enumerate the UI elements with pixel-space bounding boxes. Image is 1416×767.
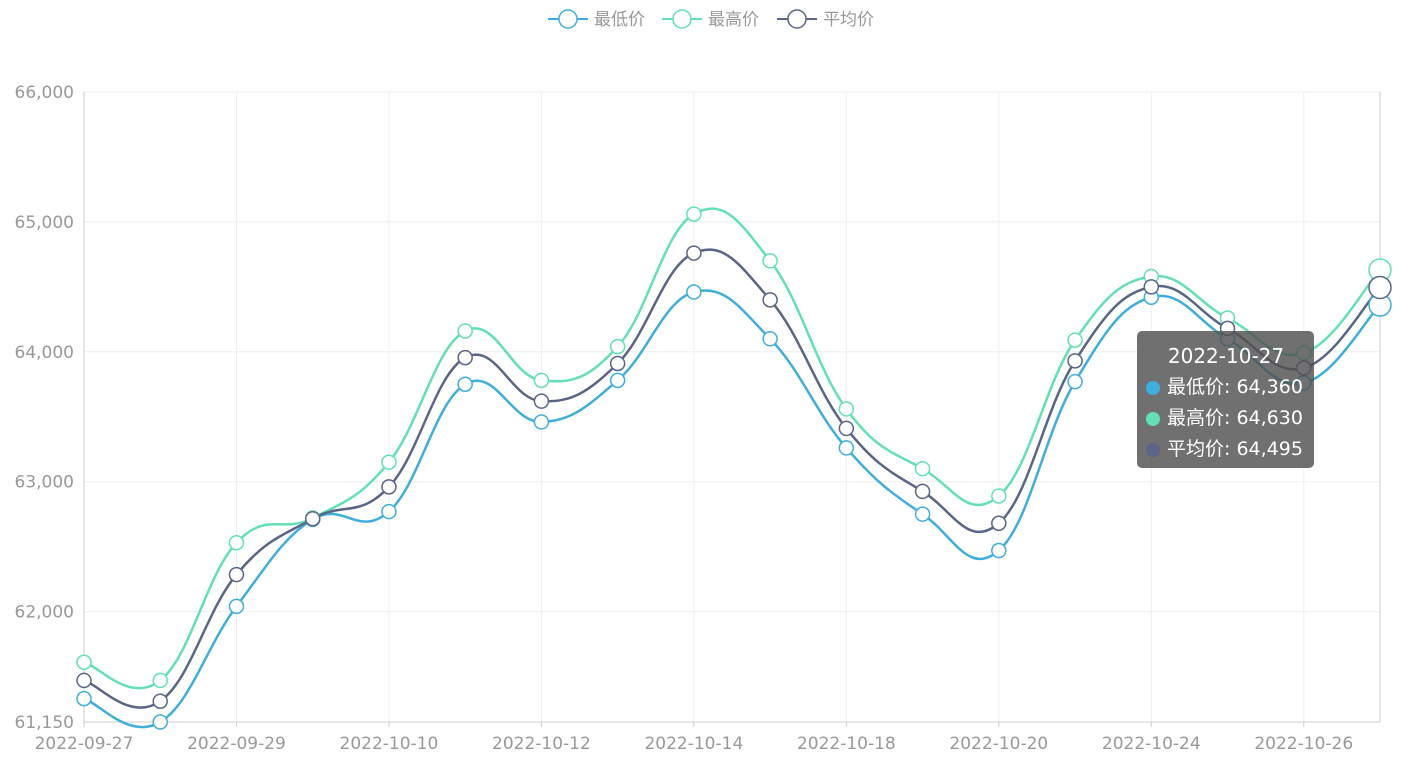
data-point-avg[interactable] <box>1368 275 1392 300</box>
tooltip-row-low: 最低价: 64,360 <box>1146 372 1306 403</box>
legend-label: 平均价 <box>823 10 874 30</box>
x-tick-label: 2022-10-10 <box>340 734 439 754</box>
x-tick-label: 2022-10-26 <box>1254 734 1353 754</box>
data-point-high[interactable] <box>838 401 855 417</box>
data-point-high[interactable] <box>152 672 168 689</box>
data-point-high[interactable] <box>533 372 550 389</box>
tooltip-row-high: 最高价: 64,630 <box>1146 403 1306 434</box>
x-tick-label: 2022-10-14 <box>644 734 743 754</box>
data-point-high[interactable] <box>381 454 397 470</box>
tooltip-title: 2022-10-27 <box>1167 344 1285 368</box>
data-point-low[interactable] <box>609 372 626 389</box>
data-point-avg[interactable] <box>914 483 931 500</box>
data-point-avg[interactable] <box>228 566 245 583</box>
series-line-avg <box>83 248 1381 709</box>
x-tick-label: 2022-09-29 <box>187 734 286 754</box>
chart-axes <box>83 92 1381 727</box>
data-point-low[interactable] <box>914 506 931 522</box>
series-points[interactable] <box>76 206 1392 730</box>
data-point-high[interactable] <box>1067 332 1083 348</box>
data-point-avg[interactable] <box>76 672 92 689</box>
data-point-avg[interactable] <box>381 479 397 495</box>
data-point-avg[interactable] <box>991 515 1007 532</box>
data-point-avg[interactable] <box>762 292 778 308</box>
data-point-avg[interactable] <box>533 393 550 409</box>
data-point-high[interactable] <box>228 534 245 551</box>
x-axis-labels: 2022-09-27 2022-09-29 2022-10-10 2022-10-12… <box>35 734 1354 754</box>
legend-circle-icon <box>787 9 807 29</box>
y-tick-label: 66,000 <box>15 83 74 103</box>
data-point-low[interactable] <box>686 284 702 300</box>
data-point-low[interactable] <box>228 598 245 615</box>
x-tick-label: 2022-09-27 <box>35 734 134 754</box>
x-tick-label: 2022-10-12 <box>492 734 591 754</box>
y-tick-label: 65,000 <box>15 213 74 233</box>
data-point-high[interactable] <box>76 654 92 670</box>
y-tick-label: 62,000 <box>15 603 74 623</box>
legend[interactable]: 最低价 最高价 平均价 <box>548 9 874 30</box>
tooltip-low-label: 最低价: 64,360 <box>1167 376 1303 398</box>
y-tick-label: 64,000 <box>15 343 74 363</box>
legend-item-low[interactable]: 最低价 <box>548 9 645 30</box>
data-point-avg[interactable] <box>1067 353 1083 369</box>
y-tick-label: 61,150 <box>15 713 74 733</box>
tooltip-dot-avg <box>1146 442 1160 457</box>
data-point-high[interactable] <box>914 460 931 477</box>
data-point-avg[interactable] <box>1143 279 1160 295</box>
x-tick-label: 2022-10-24 <box>1102 734 1201 754</box>
data-point-avg[interactable] <box>609 355 626 372</box>
legend-circle-icon <box>558 9 578 29</box>
data-point-low[interactable] <box>152 714 168 730</box>
tooltip-avg-label: 平均价: 64,495 <box>1167 438 1303 460</box>
legend-circle-icon <box>672 9 692 29</box>
legend-item-high[interactable]: 最高价 <box>662 9 759 30</box>
data-point-avg[interactable] <box>838 420 855 437</box>
data-point-high[interactable] <box>686 206 702 222</box>
data-point-low[interactable] <box>533 414 550 430</box>
data-point-avg[interactable] <box>152 693 168 709</box>
data-point-high[interactable] <box>457 323 473 339</box>
tooltip-row-avg: 平均价: 64,495 <box>1146 434 1306 465</box>
data-point-low[interactable] <box>1067 373 1083 390</box>
data-point-high[interactable] <box>991 488 1007 504</box>
data-point-avg[interactable] <box>457 349 473 366</box>
data-point-low[interactable] <box>991 542 1007 559</box>
data-point-avg[interactable] <box>304 510 321 527</box>
tooltip: 2022-10-27 最低价: 64,360 最高价: 64,630 平均价: … <box>1137 331 1314 468</box>
legend-label: 最高价 <box>708 10 759 30</box>
x-tick-label: 2022-10-20 <box>949 734 1048 754</box>
data-point-high[interactable] <box>609 338 626 355</box>
legend-label: 最低价 <box>594 10 645 30</box>
data-point-low[interactable] <box>762 331 778 347</box>
legend-item-avg[interactable]: 平均价 <box>777 9 874 30</box>
data-point-low[interactable] <box>76 690 92 707</box>
tooltip-dot-low <box>1146 380 1160 395</box>
tooltip-dot-high <box>1146 411 1160 426</box>
data-point-low[interactable] <box>381 503 397 520</box>
data-point-low[interactable] <box>838 440 855 456</box>
x-tick-label: 2022-10-18 <box>797 734 896 754</box>
data-point-high[interactable] <box>762 253 778 269</box>
data-point-avg[interactable] <box>686 245 702 261</box>
data-point-low[interactable] <box>457 376 473 393</box>
y-axis-labels: 61,150 62,000 63,000 64,000 65,000 66,000 <box>15 83 74 733</box>
y-tick-label: 63,000 <box>15 473 74 493</box>
tooltip-high-label: 最高价: 64,630 <box>1167 407 1303 429</box>
